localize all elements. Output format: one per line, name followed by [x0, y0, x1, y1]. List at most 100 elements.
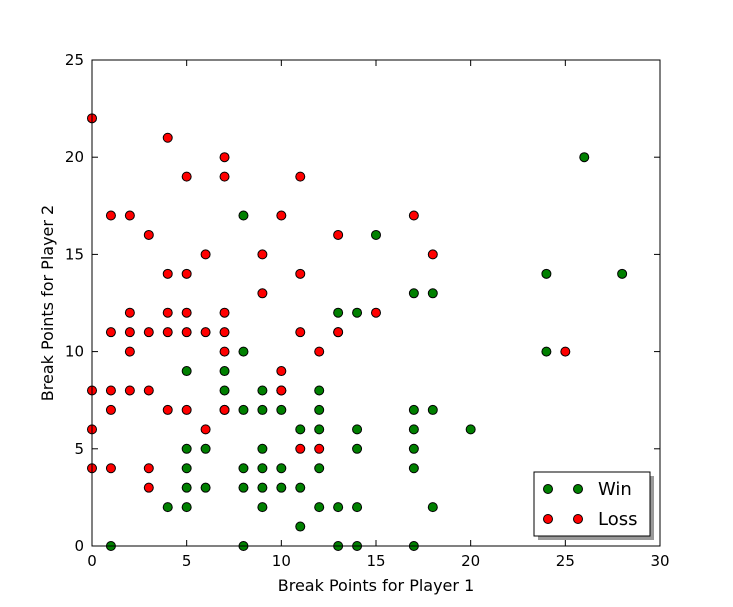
- data-point-win: [181, 502, 192, 513]
- data-point-loss: [219, 307, 230, 318]
- x-axis-label: Break Points for Player 1: [278, 576, 475, 595]
- data-point-win: [181, 443, 192, 454]
- data-point-loss: [143, 385, 154, 396]
- data-point-loss: [162, 268, 173, 279]
- x-tick-label: 15: [366, 552, 385, 570]
- data-point-win: [427, 502, 438, 513]
- y-tick-label: 10: [65, 343, 84, 361]
- x-tick-label: 20: [461, 552, 480, 570]
- data-point-win: [257, 463, 268, 474]
- legend-marker: [543, 514, 553, 524]
- data-point-loss: [105, 210, 116, 221]
- data-point-win: [276, 404, 287, 415]
- x-tick-label: 30: [650, 552, 669, 570]
- data-point-win: [295, 424, 306, 435]
- data-point-loss: [219, 327, 230, 338]
- x-tick-label: 10: [272, 552, 291, 570]
- data-point-win: [408, 443, 419, 454]
- data-point-win: [238, 346, 249, 357]
- data-point-loss: [276, 366, 287, 377]
- legend-item-loss: Loss: [543, 509, 637, 530]
- data-point-loss: [314, 346, 325, 357]
- data-point-win: [200, 443, 211, 454]
- data-point-loss: [162, 307, 173, 318]
- data-point-win: [352, 502, 363, 513]
- data-point-loss: [219, 404, 230, 415]
- data-point-win: [408, 404, 419, 415]
- data-point-loss: [219, 152, 230, 163]
- data-point-loss: [219, 346, 230, 357]
- data-point-win: [219, 385, 230, 396]
- data-point-loss: [295, 327, 306, 338]
- data-point-loss: [124, 327, 135, 338]
- data-point-loss: [105, 327, 116, 338]
- data-point-win: [238, 404, 249, 415]
- y-tick-label: 25: [65, 51, 84, 69]
- data-point-loss: [408, 210, 419, 221]
- data-point-loss: [124, 210, 135, 221]
- legend-marker: [573, 484, 583, 494]
- data-point-win: [257, 482, 268, 493]
- data-point-win: [408, 463, 419, 474]
- data-point-loss: [124, 307, 135, 318]
- data-point-loss: [181, 268, 192, 279]
- data-point-loss: [333, 229, 344, 240]
- data-point-win: [257, 404, 268, 415]
- data-point-win: [541, 346, 552, 357]
- data-point-win: [314, 463, 325, 474]
- data-point-loss: [143, 229, 154, 240]
- data-point-win: [181, 366, 192, 377]
- data-point-loss: [143, 482, 154, 493]
- data-point-win: [181, 463, 192, 474]
- data-point-loss: [276, 385, 287, 396]
- data-point-loss: [257, 288, 268, 299]
- data-point-loss: [371, 307, 381, 318]
- data-point-win: [352, 424, 363, 435]
- data-point-win: [408, 288, 419, 299]
- data-point-win: [617, 268, 628, 279]
- data-point-win: [541, 268, 552, 279]
- data-point-win: [371, 229, 381, 240]
- data-point-win: [333, 307, 344, 318]
- data-point-loss: [200, 327, 211, 338]
- data-point-win: [427, 288, 438, 299]
- data-point-loss: [181, 307, 192, 318]
- x-tick-label: 0: [87, 552, 97, 570]
- data-point-loss: [105, 463, 116, 474]
- legend: Win Loss: [533, 471, 654, 540]
- y-tick-label: 0: [74, 537, 84, 555]
- legend-box: [533, 471, 651, 537]
- data-point-win: [257, 385, 268, 396]
- y-tick-label: 20: [65, 148, 84, 166]
- data-point-loss: [162, 404, 173, 415]
- data-point-win: [257, 443, 268, 454]
- y-tick-label: 15: [65, 245, 84, 263]
- y-tick-label: 5: [74, 440, 84, 458]
- x-tick-label: 25: [556, 552, 575, 570]
- data-point-loss: [124, 385, 135, 396]
- legend-label: Win: [598, 479, 632, 500]
- data-point-loss: [427, 249, 438, 260]
- legend-item-win: Win: [543, 479, 632, 500]
- data-point-win: [579, 152, 590, 163]
- data-point-loss: [200, 424, 211, 435]
- legend-marker: [543, 484, 553, 494]
- data-point-loss: [143, 327, 154, 338]
- data-point-loss: [295, 268, 306, 279]
- data-point-win: [314, 385, 325, 396]
- data-point-loss: [105, 404, 116, 415]
- data-point-loss: [295, 171, 306, 182]
- data-point-win: [276, 463, 287, 474]
- data-point-win: [352, 443, 363, 454]
- data-point-loss: [314, 443, 325, 454]
- y-axis-label: Break Points for Player 2: [38, 205, 57, 402]
- data-point-win: [314, 502, 325, 513]
- axis-ticks: 0 5 10 15 20 25 30 0 5 10 15 20 25: [65, 51, 670, 570]
- data-point-win: [314, 404, 325, 415]
- data-point-loss: [257, 249, 268, 260]
- data-point-win: [333, 502, 344, 513]
- data-point-loss: [200, 249, 211, 260]
- data-point-loss: [105, 385, 116, 396]
- x-tick-label: 5: [182, 552, 192, 570]
